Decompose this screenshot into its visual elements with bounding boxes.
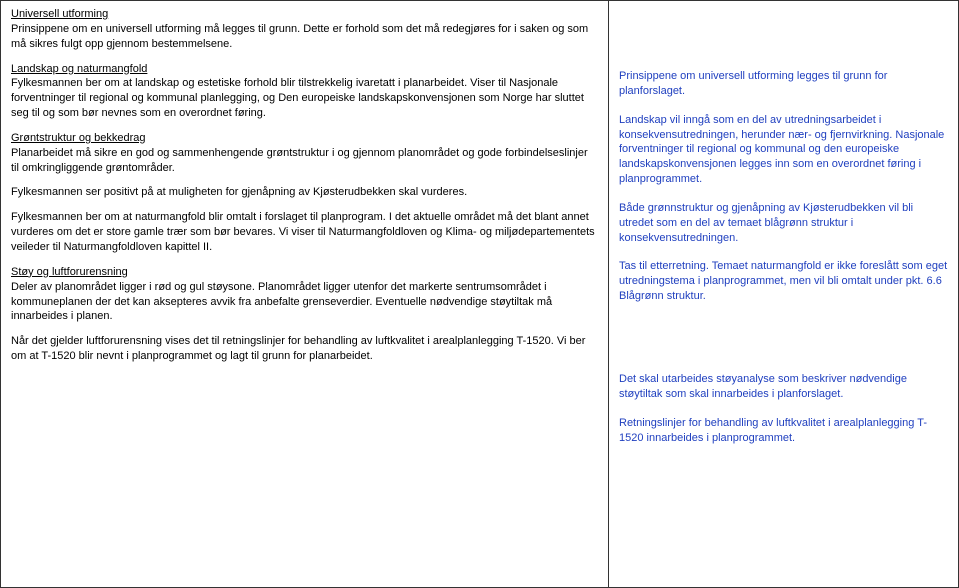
section-stoy: Støy og luftforurensning Deler av planom… bbox=[11, 265, 598, 324]
section-body: Prinsippene om en universell utforming m… bbox=[11, 23, 588, 50]
comment-universell: Prinsippene om universell utforming legg… bbox=[619, 69, 948, 99]
section-body: Planarbeidet må sikre en god og sammenhe… bbox=[11, 147, 588, 174]
comment-stoy: Det skal utarbeides støyanalyse som besk… bbox=[619, 372, 948, 402]
section-body: Når det gjelder luftforurensning vises d… bbox=[11, 335, 585, 362]
section-title: Grøntstruktur og bekkedrag bbox=[11, 132, 146, 144]
comment-luft: Retningslinjer for behandling av luftkva… bbox=[619, 416, 948, 446]
document-page: Universell utforming Prinsippene om en u… bbox=[0, 0, 959, 588]
para-luft: Når det gjelder luftforurensning vises d… bbox=[11, 334, 598, 364]
section-body: Fylkesmannen ser positivt på at mulighet… bbox=[11, 186, 467, 198]
section-title: Støy og luftforurensning bbox=[11, 266, 128, 278]
spacer bbox=[619, 7, 948, 69]
section-title: Landskap og naturmangfold bbox=[11, 63, 147, 75]
comment-naturmangfold: Tas til etterretning. Temaet naturmangfo… bbox=[619, 259, 948, 304]
section-title: Universell utforming bbox=[11, 8, 108, 20]
section-universell: Universell utforming Prinsippene om en u… bbox=[11, 7, 598, 52]
para-naturmangfold: Fylkesmannen ber om at naturmangfold bli… bbox=[11, 210, 598, 255]
right-column: Prinsippene om universell utforming legg… bbox=[609, 1, 958, 587]
comment-landskap: Landskap vil inngå som en del av utredni… bbox=[619, 113, 948, 187]
comment-gront: Både grønnstruktur og gjenåpning av Kjøs… bbox=[619, 201, 948, 246]
spacer bbox=[619, 318, 948, 372]
section-body: Fylkesmannen ber om at landskap og estet… bbox=[11, 77, 584, 119]
section-body: Deler av planområdet ligger i rød og gul… bbox=[11, 281, 552, 323]
para-kjosterud: Fylkesmannen ser positivt på at mulighet… bbox=[11, 185, 598, 200]
section-landskap: Landskap og naturmangfold Fylkesmannen b… bbox=[11, 62, 598, 121]
left-column: Universell utforming Prinsippene om en u… bbox=[1, 1, 608, 587]
section-body: Fylkesmannen ber om at naturmangfold bli… bbox=[11, 211, 595, 253]
section-gront: Grøntstruktur og bekkedrag Planarbeidet … bbox=[11, 131, 598, 176]
